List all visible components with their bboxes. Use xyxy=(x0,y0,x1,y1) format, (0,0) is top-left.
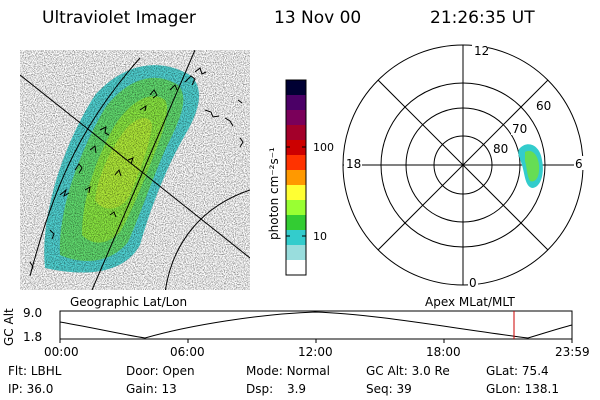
status-ip-label: IP: xyxy=(8,382,23,396)
status-mode: Mode: Normal xyxy=(246,364,330,378)
status-seq-value: 39 xyxy=(396,382,412,396)
orbit-y-tick-max: 9.0 xyxy=(23,306,43,320)
geographic-map-panel xyxy=(20,50,250,290)
header-time: 21:26:35 UT xyxy=(430,8,535,28)
colorbar-segment xyxy=(286,170,306,186)
status-seq: Seq: 39 xyxy=(366,382,412,396)
status-ip-value: 36.0 xyxy=(26,382,54,396)
colorbar-segment xyxy=(286,80,306,96)
colorbar-tick-100: 100 xyxy=(313,141,334,154)
polar-label-bottom: 0 xyxy=(469,276,477,290)
colorbar-tick-10: 10 xyxy=(313,230,327,243)
header-date: 13 Nov 00 xyxy=(274,8,362,28)
status-glat-label: GLat: xyxy=(486,364,519,378)
colorbar-segment xyxy=(286,230,306,246)
colorbar-segment xyxy=(286,155,306,171)
orbit-x-tick-0000: 00:00 xyxy=(44,345,79,359)
colorbar-segment xyxy=(286,200,306,216)
polar-label-top: 12 xyxy=(474,44,489,58)
polar-labels: 12 0 18 6 60 70 80 xyxy=(344,44,584,290)
orbit-y-axis-label: GC Alt xyxy=(2,308,16,346)
status-glat: GLat: 75.4 xyxy=(486,364,549,378)
status-filter: Flt: LBHL xyxy=(8,364,61,378)
status-gc-alt-value: 3.0 Re xyxy=(411,364,450,378)
status-glat-value: 75.4 xyxy=(521,364,549,378)
colorbar-segment xyxy=(286,140,306,156)
colorbar-segment xyxy=(286,95,306,111)
status-door-value: Open xyxy=(162,364,195,378)
orbit-x-tick-2359: 23:59 xyxy=(555,345,590,359)
status-glon: GLon: 138.1 xyxy=(486,382,559,396)
polar-lat-70: 70 xyxy=(512,122,527,136)
status-gain-value: 13 xyxy=(161,382,177,396)
polar-auroral-blob xyxy=(518,144,543,188)
status-dsp-value: 3.9 xyxy=(286,382,307,396)
orbit-left-label: Geographic Lat/Lon xyxy=(70,295,188,309)
colorbar-gradient xyxy=(286,80,306,276)
status-glon-value: 138.1 xyxy=(524,382,559,396)
status-door: Door: Open xyxy=(126,364,195,378)
colorbar: 100 10 photon cm⁻²s⁻¹ xyxy=(267,79,334,276)
status-dsp: Dsp: 3.9 xyxy=(246,382,306,396)
colorbar-segment xyxy=(286,125,306,141)
status-door-label: Door: xyxy=(126,364,159,378)
polar-label-left: 18 xyxy=(346,157,361,171)
status-mode-label: Mode: xyxy=(246,364,283,378)
coastline-fragments xyxy=(29,67,244,272)
colorbar-segment xyxy=(286,245,306,261)
status-filter-label: Flt: xyxy=(8,364,27,378)
app-title: Ultraviolet Imager xyxy=(42,8,196,28)
colorbar-segment xyxy=(286,260,306,276)
status-gain: Gain: 13 xyxy=(126,382,177,396)
orbit-x-tick-0600: 06:00 xyxy=(170,345,205,359)
status-gc-alt-label: GC Alt: xyxy=(366,364,408,378)
polar-label-right: 6 xyxy=(575,157,583,171)
status-glon-label: GLon: xyxy=(486,382,521,396)
orbit-x-tick-1200: 12:00 xyxy=(298,345,333,359)
polar-plot xyxy=(342,44,584,286)
orbit-altitude-panel xyxy=(59,310,573,343)
status-dsp-label: Dsp: xyxy=(246,382,274,396)
status-mode-value: Normal xyxy=(286,364,330,378)
colorbar-segment xyxy=(286,110,306,126)
orbit-y-tick-min: 1.8 xyxy=(23,330,43,344)
status-gain-label: Gain: xyxy=(126,382,158,396)
status-gc-alt: GC Alt: 3.0 Re xyxy=(366,364,450,378)
map-grid-lines xyxy=(20,50,250,290)
polar-lat-60: 60 xyxy=(536,99,551,113)
polar-lat-80: 80 xyxy=(493,142,508,156)
status-seq-label: Seq: xyxy=(366,382,393,396)
colorbar-segment xyxy=(286,185,306,201)
colorbar-segment xyxy=(286,215,306,231)
status-filter-value: LBHL xyxy=(30,364,62,378)
auroral-oval-image xyxy=(20,50,250,290)
status-ip: IP: 36.0 xyxy=(8,382,53,396)
orbit-right-label: Apex MLat/MLT xyxy=(425,295,515,309)
orbit-x-tick-1800: 18:00 xyxy=(426,345,461,359)
colorbar-unit-label: photon cm⁻²s⁻¹ xyxy=(267,147,281,240)
